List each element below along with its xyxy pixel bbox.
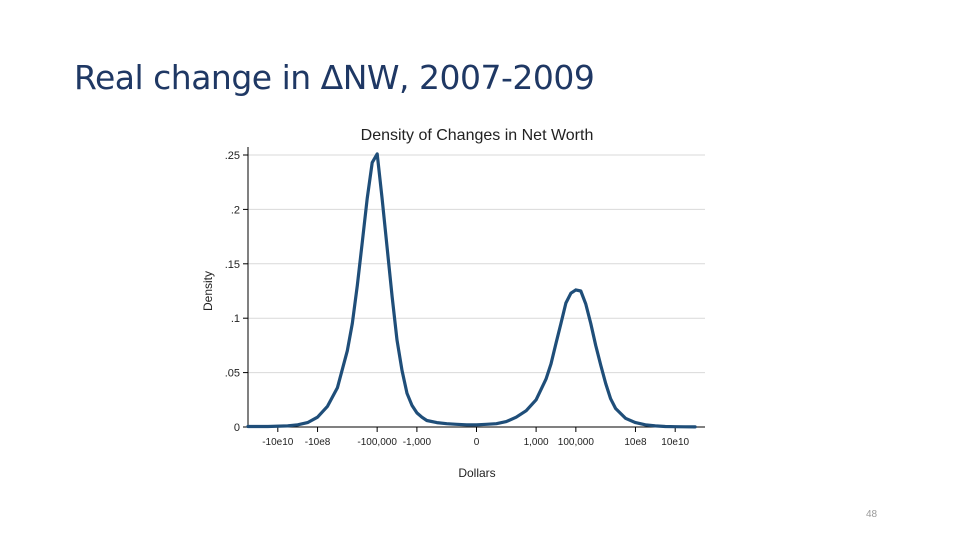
y-tick-label: .05 [225,368,240,380]
x-tick-label: -100,000 [357,437,397,448]
y-gridlines [248,154,705,428]
x-tick-label: 10e8 [624,437,647,448]
density-chart: Density of Changes in Net Worth 0 .05 .1 .1… [201,127,705,480]
y-tick-label: .15 [225,259,240,271]
x-tick-label: -10e10 [262,437,294,448]
y-tick-label: .25 [225,150,240,162]
y-axis: 0 .05 .1 .15 .2 .25 [225,147,249,434]
x-tick-label: -10e8 [305,437,331,448]
y-axis-label: Density [201,271,215,311]
x-tick-label: 100,000 [558,437,595,448]
x-tick-label: 1,000 [524,437,549,448]
y-tick-label: .1 [231,313,240,325]
slide-title: Real change in ΔNW, 2007-2009 [74,58,595,97]
y-tick-label: .2 [231,204,240,216]
x-tick-label: 10e10 [661,437,689,448]
page-number: 48 [866,509,878,520]
series-layer [246,152,697,429]
y-tick-label: 0 [234,422,240,434]
x-axis: -10e10 -10e8 -100,000 -1,000 0 1,000 100,000 10… [248,426,705,448]
x-tick-label: -1,000 [403,437,432,448]
density-series-line [246,152,697,429]
x-tick-label: 0 [474,437,480,448]
x-axis-label: Dollars [458,466,495,480]
chart-title: Density of Changes in Net Worth [361,127,594,144]
